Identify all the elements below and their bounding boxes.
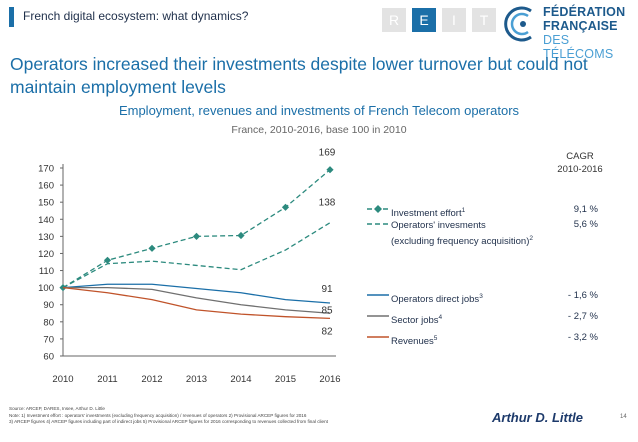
chart-subtitle: France, 2010-2016, base 100 in 2010 <box>231 124 407 136</box>
logo-line-2: FRANÇAISE <box>543 19 618 33</box>
x-tick-label: 2011 <box>97 374 117 385</box>
legend-cagr-value: - 2,7 % <box>567 311 598 322</box>
legend-footnote-ref: 3 <box>479 293 483 300</box>
legend-footnote-ref: 4 <box>438 314 443 321</box>
legend-name-2: (excluding frequency acquisition) <box>391 236 530 248</box>
note-line-1: Note: 1) Investment effort : operators' … <box>9 412 307 418</box>
legend-name: Investment effort <box>391 208 462 220</box>
end-value-label: 82 <box>321 326 333 337</box>
nav-tab-r[interactable]: R <box>382 8 406 32</box>
cagr-period: 2010-2016 <box>557 164 603 175</box>
legend-label: Operators direct jobs3 <box>391 290 483 306</box>
series-line-2 <box>62 222 331 289</box>
source-notes: Source: ARCEP, DARES, Insee, Arthur D. L… <box>9 406 459 426</box>
y-tick-label: 70 <box>43 334 54 345</box>
end-value-label: 85 <box>321 305 333 316</box>
series-line-3 <box>62 283 331 304</box>
cagr-label: CAGR <box>566 151 594 162</box>
end-value-label: 138 <box>319 198 336 209</box>
y-tick-label: 80 <box>43 317 54 328</box>
legend-swatch <box>367 205 389 213</box>
legend-label: Revenues5 <box>391 332 437 348</box>
legend-cagr-value: 9,1 % <box>573 204 598 215</box>
y-tick-label: 150 <box>38 198 54 209</box>
cagr-header: CAGR 2010-2016 <box>550 150 610 176</box>
chart-title: Employment, revenues and investments of … <box>118 103 520 118</box>
source-line: Source: ARCEP, DARES, Insee, Arthur D. L… <box>9 406 105 411</box>
y-tick-label: 120 <box>38 249 54 260</box>
data-point-marker <box>281 203 290 211</box>
legend-label: Investment effort1 <box>391 204 465 220</box>
legend-label: Operators' invesments (excluding frequenc… <box>391 219 533 248</box>
x-tick-label: 2015 <box>275 374 296 385</box>
y-tick-label: 110 <box>39 266 54 277</box>
legend-label: Sector jobs4 <box>391 311 442 327</box>
x-tick-label: 2010 <box>52 374 73 385</box>
section-title: French digital ecosystem: what dynamics? <box>23 9 249 23</box>
legend-swatch <box>367 294 389 296</box>
brand-logo: Arthur D. Little <box>492 410 583 425</box>
page-number: 14 <box>620 414 627 420</box>
series-line-1 <box>62 169 331 289</box>
data-point-marker <box>148 244 156 252</box>
x-tick-label: 2013 <box>186 374 207 385</box>
legend-name: Operators' invesments <box>391 220 486 231</box>
data-point-marker <box>192 232 201 240</box>
nav-tab-t[interactable]: T <box>472 8 496 32</box>
x-tick-label: 2014 <box>230 374 251 385</box>
y-tick-label: 170 <box>38 164 54 175</box>
header-accent-bar <box>9 7 14 27</box>
y-tick-label: 140 <box>38 215 54 226</box>
note-line-2: 3) ARCEP figures 4) ARCEP figures includ… <box>9 419 328 424</box>
y-tick-label: 160 <box>38 181 54 192</box>
x-tick-label: 2012 <box>141 374 162 385</box>
data-point-marker <box>103 256 112 264</box>
legend-swatch <box>367 315 389 317</box>
series-line-4 <box>63 286 331 314</box>
nav-tab-i[interactable]: I <box>442 8 466 32</box>
slide-title: Operators increased their investments de… <box>10 54 588 97</box>
legend-footnote-ref: 1 <box>461 207 466 214</box>
legend-cagr-value: - 1,6 % <box>567 290 598 301</box>
legend-swatch <box>367 336 389 338</box>
x-tick-label: 2016 <box>319 374 340 385</box>
legend-cagr-value: - 3,2 % <box>567 332 598 343</box>
legend-name: Sector jobs <box>391 315 439 327</box>
end-value-label: 91 <box>321 284 333 295</box>
legend-footnote-ref: 2 <box>529 235 533 242</box>
logo-line-1: FÉDÉRATION <box>543 5 626 19</box>
y-tick-label: 60 <box>43 352 54 363</box>
series-line-5 <box>62 286 331 320</box>
legend-footnote-ref: 5 <box>433 335 438 342</box>
data-point-marker <box>326 166 334 174</box>
y-tick-label: 100 <box>38 283 54 294</box>
legend-name: Operators direct jobs <box>391 294 480 306</box>
legend-name: Revenues <box>391 336 434 348</box>
nav-tab-e[interactable]: E <box>412 8 436 32</box>
legend-swatch <box>367 223 389 225</box>
y-tick-label: 130 <box>38 232 54 243</box>
logo-line-3: DES TÉLÉCOMS <box>543 33 614 61</box>
end-value-label: 169 <box>319 148 336 159</box>
legend-cagr-value: 5,6 % <box>573 219 598 230</box>
data-point-marker <box>237 231 245 240</box>
y-tick-label: 90 <box>43 300 54 311</box>
fft-logo-icon <box>504 6 532 42</box>
